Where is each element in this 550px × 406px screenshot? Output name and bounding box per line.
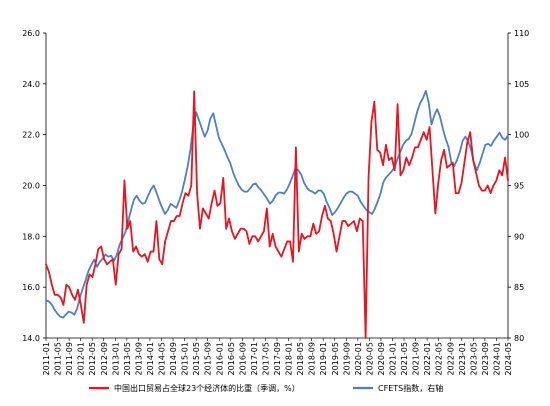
x-tick-label: 2015-05: [192, 342, 201, 375]
x-tick-label: 2017-05: [261, 342, 270, 375]
y-right-tick-label: 90: [514, 232, 524, 241]
x-tick-label: 2021-05: [400, 342, 409, 375]
legend: 中国出口贸易占全球23个经济体的比重（季调，%） CFETS指数，右轴: [89, 383, 443, 393]
y-left-tick-label: 14.0: [22, 334, 40, 343]
x-tick-label: 2024-01: [492, 342, 501, 375]
x-tick-label: 2013-01: [111, 342, 120, 375]
x-tick-label: 2013-05: [123, 342, 132, 375]
x-ticks: 2011-01 2011-05 2011-09 2012-01 2012-05 2012-…: [42, 338, 513, 375]
y-right-tick-label: 105: [514, 80, 529, 89]
series-layer: [45, 90, 509, 339]
x-tick-label: 2011-09: [65, 342, 74, 375]
series-share-line: [45, 90, 509, 339]
y-left-tick-label: 20.0: [22, 182, 40, 191]
x-tick-label: 2012-01: [77, 342, 86, 375]
x-tick-label: 2020-09: [377, 342, 386, 375]
x-tick-label: 2019-09: [342, 342, 351, 375]
x-tick-label: 2012-09: [100, 342, 109, 375]
x-tick-label: 2019-01: [319, 342, 328, 375]
y-left-tick-label: 24.0: [22, 80, 40, 89]
x-tick-label: 2023-09: [481, 342, 490, 375]
x-tick-label: 2016-09: [238, 342, 247, 375]
y-left-tick-label: 26.0: [22, 29, 40, 38]
y-right-tick-label: 95: [514, 182, 524, 191]
x-tick-label: 2017-01: [250, 342, 259, 375]
y-right-tick-label: 110: [514, 29, 529, 38]
x-tick-label: 2011-05: [54, 342, 63, 375]
x-tick-label: 2020-05: [365, 342, 374, 375]
x-tick-label: 2018-09: [308, 342, 317, 375]
x-tick-label: 2011-01: [42, 342, 51, 375]
x-tick-label: 2014-05: [158, 342, 167, 375]
legend-label-cfets: CFETS指数，右轴: [378, 383, 443, 393]
x-tick-label: 2022-09: [446, 342, 455, 375]
x-tick-label: 2016-01: [215, 342, 224, 375]
y-right-tick-label: 100: [514, 131, 529, 140]
x-tick-label: 2015-09: [204, 342, 213, 375]
y-right-ticks: 80 85 90 95 100 105 110: [508, 29, 529, 343]
x-tick-label: 2018-05: [296, 342, 305, 375]
x-tick-label: 2014-09: [169, 342, 178, 375]
x-tick-label: 2012-05: [88, 342, 97, 375]
y-left-tick-label: 22.0: [22, 131, 40, 140]
x-tick-label: 2014-01: [146, 342, 155, 375]
x-tick-label: 2013-09: [134, 342, 143, 375]
y-left-tick-label: 16.0: [22, 283, 40, 292]
y-right-tick-label: 80: [514, 334, 524, 343]
x-tick-label: 2022-05: [435, 342, 444, 375]
legend-label-share: 中国出口贸易占全球23个经济体的比重（季调，%）: [114, 383, 300, 393]
x-tick-label: 2021-01: [389, 342, 398, 375]
x-tick-label: 2015-01: [181, 342, 190, 375]
x-tick-label: 2017-09: [273, 342, 282, 375]
x-tick-label: 2023-01: [458, 342, 467, 375]
x-tick-label: 2022-01: [423, 342, 432, 375]
x-tick-label: 2016-05: [227, 342, 236, 375]
x-tick-label: 2021-09: [412, 342, 421, 375]
y-left-tick-label: 18.0: [22, 232, 40, 241]
x-tick-label: 2018-01: [285, 342, 294, 375]
x-tick-label: 2023-05: [469, 342, 478, 375]
y-right-tick-label: 85: [514, 283, 524, 292]
y-left-ticks: 14.0 16.0 18.0 20.0 22.0 24.0 26.0: [22, 29, 46, 343]
x-tick-label: 2019-05: [331, 342, 340, 375]
x-tick-label: 2020-01: [354, 342, 363, 375]
x-tick-label: 2024-05: [504, 342, 513, 375]
series-cfets-line: [45, 90, 509, 319]
